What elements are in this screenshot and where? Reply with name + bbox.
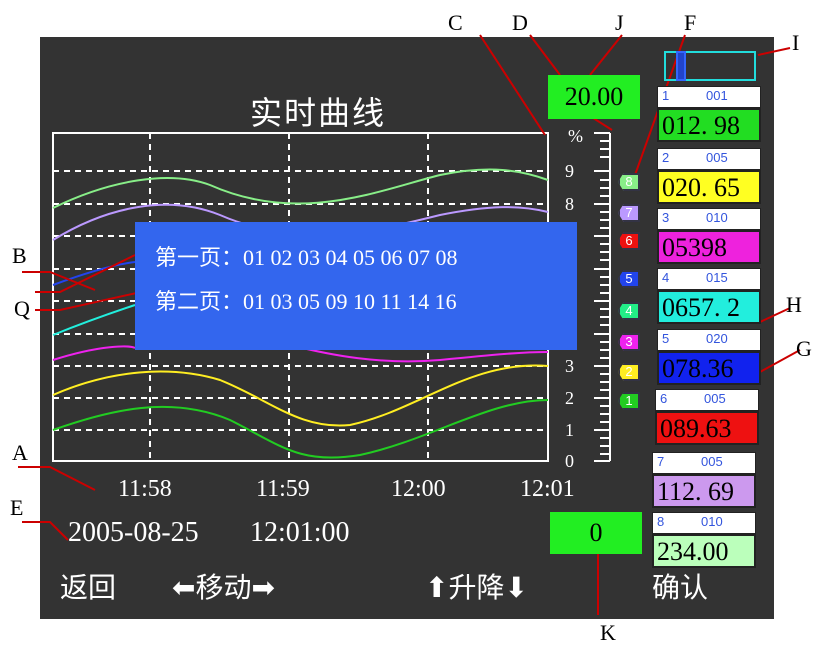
- channel-marker-label: 3: [625, 334, 633, 349]
- channel-code: 001: [706, 88, 728, 103]
- channel-marker[interactable]: 3: [618, 333, 640, 351]
- channel-marker[interactable]: 8: [618, 173, 640, 191]
- popup-line-2: 第二页：01 03 05 09 10 11 14 16: [155, 289, 457, 314]
- curve-2: [52, 364, 549, 427]
- channel-code: 005: [701, 454, 723, 469]
- channel-marker-label: 2: [625, 364, 633, 379]
- channel-code: 005: [704, 391, 726, 406]
- channel-value: 020. 65: [657, 170, 761, 204]
- channel-index: 4: [662, 270, 670, 285]
- scroll-thumb[interactable]: [676, 51, 686, 81]
- channel-value: 078.36: [657, 351, 761, 385]
- bottom-value-box[interactable]: 0: [550, 512, 642, 554]
- channel-marker[interactable]: 7: [618, 204, 640, 222]
- scale-label: 8: [565, 194, 574, 214]
- channel-marker-label: 6: [625, 233, 633, 248]
- channel-header: 5 020: [657, 329, 761, 351]
- callout-label: H: [786, 292, 802, 317]
- page-popup: 第一页：01 02 03 04 05 06 07 08 第二页：01 03 05…: [135, 222, 577, 350]
- callout-label: Q: [14, 296, 30, 321]
- curve-1: [52, 399, 549, 459]
- callout-label: D: [512, 10, 528, 35]
- channel-index: 7: [657, 454, 665, 469]
- updown-label: 升降: [448, 571, 505, 604]
- up-arrow-icon: ⬆: [425, 571, 449, 604]
- scale-unit: %: [568, 126, 583, 146]
- curve-8: [52, 168, 549, 209]
- channel-code: 005: [706, 150, 728, 165]
- curve-5: [52, 261, 136, 286]
- channel-marker-label: 5: [625, 271, 633, 286]
- channel-marker[interactable]: 5: [618, 270, 640, 288]
- back-button[interactable]: 返回: [60, 571, 117, 604]
- callout-label: K: [600, 620, 616, 645]
- scale-label: 3: [565, 356, 574, 376]
- right-arrow-icon: ➡: [251, 571, 275, 604]
- channel-marker[interactable]: 6: [618, 232, 640, 250]
- callout-label: J: [615, 10, 624, 35]
- channel-header: 2 005: [657, 148, 761, 170]
- callout-label: F: [684, 10, 697, 35]
- scale-label: 0: [565, 451, 574, 471]
- down-arrow-icon: ⬇: [504, 571, 528, 604]
- callout-label: A: [12, 440, 28, 465]
- channel-index: 8: [657, 514, 665, 529]
- channel-value: 089.63: [655, 411, 759, 445]
- x-tick-label: 11:58: [118, 476, 172, 502]
- date-display: 2005-08-25: [68, 517, 199, 548]
- channel-value: 234.00: [652, 534, 756, 568]
- channel-marker-label: 8: [625, 174, 633, 189]
- scale-label: 1: [565, 420, 574, 440]
- channel-marker[interactable]: 4: [618, 302, 640, 320]
- updown-button[interactable]: ⬆升降⬇: [425, 566, 528, 606]
- channel-value: 112. 69: [652, 474, 756, 508]
- channel-index: 2: [662, 150, 670, 165]
- channel-marker[interactable]: 1: [618, 392, 640, 410]
- x-tick-label: 12:01: [520, 476, 575, 502]
- left-arrow-icon: ⬅: [172, 571, 196, 604]
- channel-index: 3: [662, 210, 670, 225]
- popup-line-1: 第一页：01 02 03 04 05 06 07 08: [155, 245, 458, 270]
- channel-code: 010: [701, 514, 723, 529]
- channel-header: 8 010: [652, 512, 756, 534]
- channel-value: 05398: [657, 230, 761, 264]
- page-title: 实时曲线: [250, 94, 387, 132]
- channel-header: 6 005: [655, 389, 759, 411]
- callout-label: I: [792, 30, 800, 55]
- channel-marker-label: 1: [625, 393, 633, 408]
- time-display: 12:01:00: [250, 517, 350, 548]
- confirm-button[interactable]: 确认: [652, 571, 709, 604]
- channel-index: 1: [662, 88, 670, 103]
- curve-3: [52, 344, 549, 363]
- top-value-box[interactable]: 20.00: [548, 75, 640, 119]
- move-button[interactable]: ⬅移动➡: [172, 566, 275, 606]
- callout-label: B: [12, 243, 27, 268]
- channel-index: 5: [662, 331, 670, 346]
- callout-label: E: [10, 495, 24, 520]
- x-tick-label: 12:00: [391, 476, 446, 502]
- scale-label: 9: [565, 161, 574, 181]
- scale-ruler: [594, 132, 611, 462]
- move-label: 移动: [195, 571, 252, 604]
- channel-marker-label: 4: [625, 303, 633, 318]
- channel-header: 1 001: [657, 86, 761, 108]
- channel-header: 3 010: [657, 208, 761, 230]
- callout-label: G: [796, 336, 812, 361]
- channel-value: 012. 98: [657, 108, 761, 142]
- callout-label: C: [448, 10, 463, 35]
- channel-header: 4 015: [657, 268, 761, 290]
- x-tick-label: 11:59: [256, 476, 310, 502]
- scale-label: 2: [565, 388, 574, 408]
- channel-marker-label: 7: [625, 205, 633, 220]
- channel-header: 7 005: [652, 452, 756, 474]
- page-scrollbar[interactable]: [664, 51, 756, 81]
- channel-code: 015: [706, 270, 728, 285]
- channel-value: 0657. 2: [657, 290, 761, 324]
- channel-code: 020: [706, 331, 728, 346]
- channel-index: 6: [660, 391, 668, 406]
- channel-code: 010: [706, 210, 728, 225]
- channel-marker[interactable]: 2: [618, 363, 640, 381]
